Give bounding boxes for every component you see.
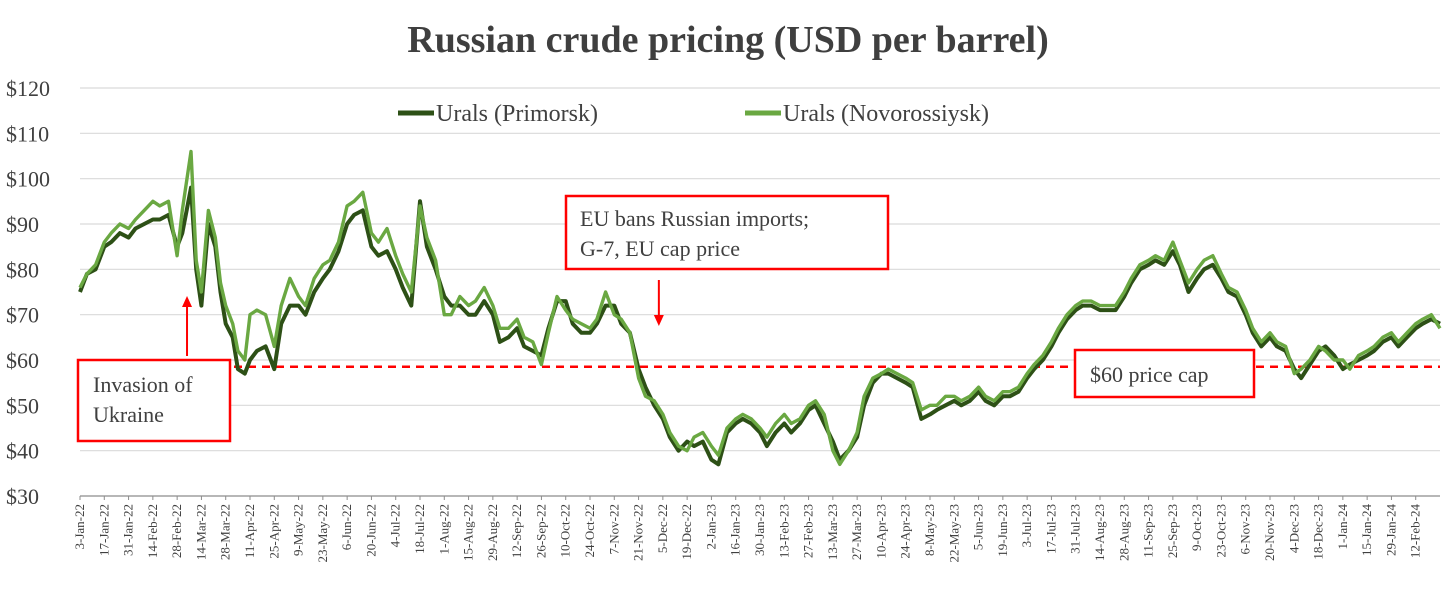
annotation-text: $60 price cap (1090, 362, 1209, 387)
x-tick-label: 12-Feb-24 (1408, 504, 1423, 559)
x-tick-label: 9-Oct-23 (1189, 504, 1204, 551)
y-tick-label: $30 (6, 484, 39, 509)
x-tick-label: 30-Jan-23 (752, 504, 767, 556)
x-tick-label: 13-Feb-23 (776, 504, 791, 558)
y-tick-label: $50 (6, 393, 39, 418)
x-tick-label: 28-Feb-22 (169, 504, 184, 558)
x-tick-label: 1-Aug-22 (436, 504, 451, 555)
annotation-box-eu_bans (564, 194, 890, 271)
annotation-box-price_cap (1073, 348, 1256, 399)
x-tick-label: 5-Jun-23 (971, 504, 986, 550)
x-tick-label: 19-Dec-22 (679, 504, 694, 560)
x-tick-label: 12-Sep-22 (509, 504, 524, 558)
y-tick-label: $100 (6, 167, 50, 192)
x-tick-label: 10-Oct-22 (558, 504, 573, 557)
x-tick-label: 19-Jun-23 (995, 504, 1010, 557)
x-tick-label: 4-Dec-23 (1286, 504, 1301, 553)
x-tick-label: 14-Aug-23 (1092, 504, 1107, 561)
y-tick-label: $80 (6, 257, 39, 282)
annotations: Invasion of Ukraine EU bans Russian import… (76, 194, 1256, 443)
series-group (78, 149, 1442, 467)
x-tick-label: 11-Sep-23 (1141, 504, 1156, 558)
y-tick-label: $90 (6, 212, 39, 237)
x-tick-label: 17-Jul-23 (1043, 504, 1058, 554)
x-tick-label: 10-Apr-23 (873, 504, 888, 559)
x-tick-label: 2-Jan-23 (703, 504, 718, 550)
annotation-text: Ukraine (93, 402, 164, 427)
x-tick-label: 31-Jan-22 (121, 504, 136, 556)
y-tick-label: $40 (6, 439, 39, 464)
x-tick-label: 26-Sep-22 (533, 504, 548, 558)
y-tick-label: $120 (6, 76, 50, 101)
x-tick-label: 20-Nov-23 (1262, 504, 1277, 561)
x-tick-label: 14-Feb-22 (145, 504, 160, 558)
annotation-arrow-head (653, 315, 664, 326)
annotation-text: Invasion of (93, 372, 193, 397)
x-tick-label: 27-Feb-23 (801, 504, 816, 558)
x-tick-label: 13-Mar-23 (825, 504, 840, 560)
x-tick-label: 18-Jul-22 (412, 504, 427, 554)
series-line-novorossiysk (78, 149, 1442, 466)
x-tick-label: 18-Dec-23 (1311, 504, 1326, 560)
x-tick-label: 3-Jul-23 (1019, 504, 1034, 547)
x-tick-label: 24-Apr-23 (898, 504, 913, 559)
x-tick-label: 4-Jul-22 (388, 504, 403, 547)
legend-label: Urals (Primorsk) (436, 101, 598, 127)
x-tick-label: 28-Aug-23 (1116, 504, 1131, 561)
x-tick-label: 14-Mar-22 (193, 504, 208, 560)
x-tick-label: 1-Jan-24 (1335, 504, 1350, 550)
x-tick-label: 9-May-22 (291, 504, 306, 556)
y-axis-ticks: $30 $40 $50 $60 $70 $80 $90 $100 $110 $120 (6, 76, 50, 509)
x-tick-label: 20-Jun-22 (363, 504, 378, 557)
x-tick-label: 15-Aug-22 (461, 504, 476, 561)
y-tick-label: $60 (6, 348, 39, 373)
x-tick-label: 23-May-22 (315, 504, 330, 563)
y-tick-label: $70 (6, 303, 39, 328)
x-tick-label: 31-Jul-23 (1068, 504, 1083, 554)
x-tick-label: 7-Nov-22 (606, 504, 621, 555)
annotation-text: G-7, EU cap price (580, 236, 740, 261)
x-tick-label: 28-Mar-22 (218, 504, 233, 560)
x-tick-label: 29-Jan-24 (1383, 504, 1398, 556)
x-tick-label: 23-Oct-23 (1213, 504, 1228, 557)
x-tick-label: 25-Apr-22 (266, 504, 281, 559)
x-tick-label: 24-Oct-22 (582, 504, 597, 557)
x-tick-label: 11-Apr-22 (242, 504, 257, 558)
annotation-box-invasion (76, 358, 232, 443)
legend: Urals (Primorsk) Urals (Novorossiysk) (398, 101, 989, 127)
x-tick-label: 6-Nov-23 (1238, 504, 1253, 555)
x-tick-label: 22-May-23 (946, 504, 961, 563)
x-tick-label: 25-Sep-23 (1165, 504, 1180, 558)
y-tick-label: $110 (6, 121, 49, 146)
x-tick-label: 29-Aug-22 (485, 504, 500, 561)
annotation-arrow-head (182, 296, 193, 307)
x-tick-label: 8-May-23 (922, 504, 937, 556)
x-tick-label: 5-Dec-22 (655, 504, 670, 553)
x-tick-label: 17-Jan-22 (96, 504, 111, 556)
annotation-text: EU bans Russian imports; (580, 206, 809, 231)
chart-title: Russian crude pricing (USD per barrel) (407, 19, 1048, 61)
x-tick-label: 3-Jan-22 (72, 504, 87, 550)
x-tick-label: 16-Jan-23 (728, 504, 743, 556)
x-axis-ticks: 3-Jan-22 17-Jan-22 31-Jan-22 14-Feb-22 28-Fe… (72, 496, 1423, 563)
x-tick-label: 21-Nov-22 (631, 504, 646, 561)
x-tick-label: 15-Jan-24 (1359, 504, 1374, 556)
legend-label: Urals (Novorossiysk) (783, 101, 989, 127)
series-line-primorsk (78, 185, 1441, 467)
x-tick-label: 6-Jun-22 (339, 504, 354, 550)
x-tick-label: 27-Mar-23 (849, 504, 864, 560)
